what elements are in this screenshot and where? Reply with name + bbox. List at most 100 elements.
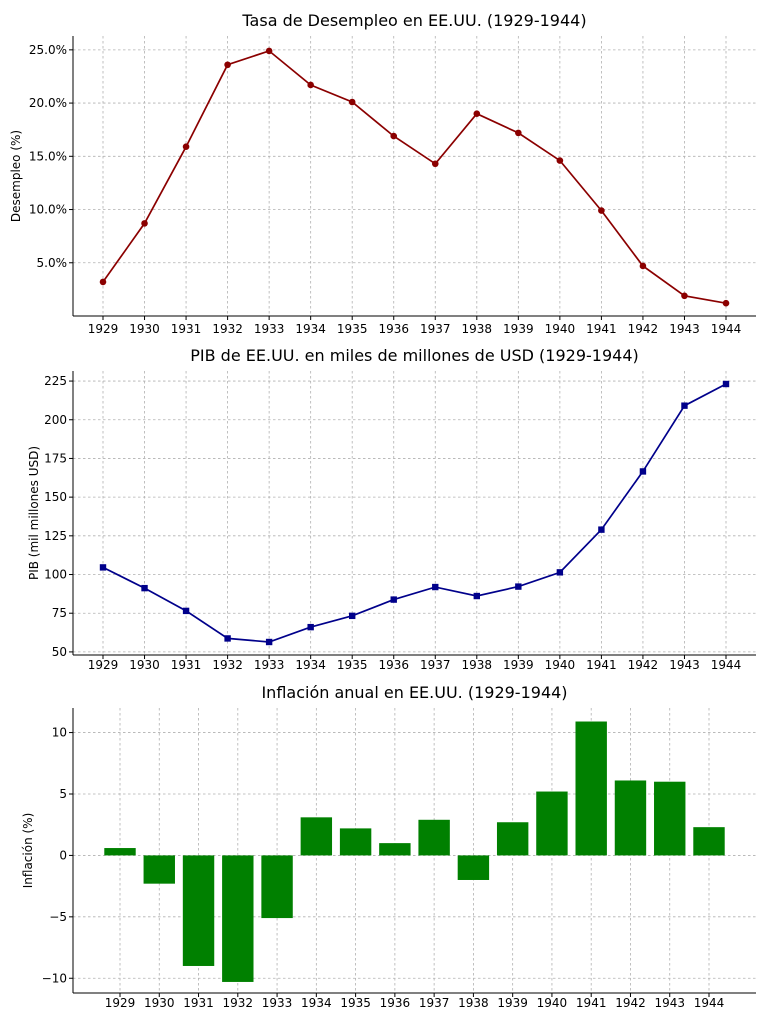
x-tick-label: 1935 bbox=[337, 658, 368, 672]
x-tick-label: 1942 bbox=[628, 322, 659, 336]
y-tick-label: 10 bbox=[52, 726, 67, 740]
x-tick-label: 1936 bbox=[380, 996, 411, 1010]
x-tick-label: 1937 bbox=[420, 658, 451, 672]
x-tick-label: 1940 bbox=[545, 322, 576, 336]
x-tick-label: 1936 bbox=[378, 658, 409, 672]
data-point bbox=[224, 61, 231, 69]
x-tick-label: 1941 bbox=[576, 996, 607, 1010]
data-point bbox=[681, 402, 688, 409]
bar bbox=[693, 827, 725, 856]
x-tick-label: 1933 bbox=[254, 658, 285, 672]
y-axis-label: Desempleo (%) bbox=[9, 130, 23, 222]
y-tick-label: 175 bbox=[44, 451, 67, 465]
x-tick-label: 1938 bbox=[462, 658, 493, 672]
x-tick-label: 1932 bbox=[223, 996, 254, 1010]
bar bbox=[339, 828, 372, 856]
data-point bbox=[722, 299, 730, 307]
chart-title: Inflación anual en EE.UU. (1929-1944) bbox=[261, 683, 567, 702]
y-tick-label: 25.0% bbox=[29, 43, 67, 57]
y-tick-label: 0 bbox=[59, 848, 67, 862]
y-tick-label: −10 bbox=[42, 971, 67, 985]
x-tick-label: 1941 bbox=[586, 322, 617, 336]
data-point bbox=[307, 623, 314, 631]
x-tick-label: 1931 bbox=[183, 996, 214, 1010]
chart-title: Tasa de Desempleo en EE.UU. (1929-1944) bbox=[241, 11, 586, 30]
data-point bbox=[556, 157, 564, 164]
bar bbox=[300, 817, 333, 856]
data-point bbox=[182, 607, 190, 615]
data-point bbox=[307, 81, 314, 89]
x-tick-label: 1933 bbox=[254, 322, 285, 336]
data-point bbox=[141, 584, 148, 592]
y-axis-label: PIB (mil millones USD) bbox=[27, 446, 41, 580]
x-tick-label: 1938 bbox=[462, 322, 493, 336]
data-point bbox=[598, 207, 605, 214]
x-tick-label: 1944 bbox=[711, 322, 742, 336]
x-tick-label: 1929 bbox=[88, 322, 119, 336]
chart-panel-2: 50 75 100 125 150 175 200 225 1929 1930 1931 1932 19… bbox=[27, 346, 756, 672]
bar bbox=[379, 843, 411, 856]
y-tick-label: 15.0% bbox=[29, 149, 67, 163]
x-tick-label: 1934 bbox=[295, 322, 326, 336]
data-point bbox=[349, 612, 356, 620]
y-tick-label: 20.0% bbox=[29, 96, 67, 110]
x-tick-label: 1935 bbox=[340, 996, 371, 1010]
x-tick-label: 1940 bbox=[545, 658, 576, 672]
series-line bbox=[102, 383, 727, 643]
x-tick-label: 1943 bbox=[669, 322, 700, 336]
x-tick-label: 1931 bbox=[171, 658, 202, 672]
x-tick-label: 1937 bbox=[420, 322, 451, 336]
data-point bbox=[473, 592, 480, 600]
y-tick-label: 225 bbox=[44, 374, 67, 388]
x-tick-label: 1930 bbox=[144, 996, 175, 1010]
data-point bbox=[556, 569, 564, 576]
data-point bbox=[265, 638, 273, 646]
x-tick-label: 1929 bbox=[105, 996, 136, 1010]
x-tick-label: 1936 bbox=[378, 322, 409, 336]
data-point bbox=[473, 110, 481, 118]
bar bbox=[654, 781, 686, 856]
y-tick-label: 200 bbox=[44, 413, 67, 427]
y-tick-label: 125 bbox=[44, 529, 67, 543]
x-tick-label: 1944 bbox=[694, 996, 725, 1010]
x-tick-label: 1933 bbox=[262, 996, 293, 1010]
x-tick-label: 1930 bbox=[129, 658, 160, 672]
bar bbox=[261, 855, 293, 919]
data-point bbox=[265, 47, 273, 55]
x-tick-label: 1939 bbox=[497, 996, 528, 1010]
chart-panel-3: −10 −5 0 5 10 1929 1930 1931 1932 1933 1934 1935 193… bbox=[21, 683, 756, 1010]
data-point bbox=[639, 262, 647, 270]
bar bbox=[536, 791, 568, 856]
x-tick-label: 1943 bbox=[669, 658, 700, 672]
data-point bbox=[515, 583, 522, 590]
x-tick-label: 1942 bbox=[628, 658, 659, 672]
bar bbox=[182, 855, 215, 966]
y-tick-label: 5.0% bbox=[37, 256, 68, 270]
x-tick-label: 1938 bbox=[458, 996, 489, 1010]
chart-title: PIB de EE.UU. en miles de millones de US… bbox=[190, 346, 638, 365]
x-tick-label: 1929 bbox=[88, 658, 119, 672]
bar bbox=[575, 721, 607, 856]
y-tick-label: 5 bbox=[59, 787, 67, 801]
data-point bbox=[598, 526, 605, 533]
x-tick-label: 1937 bbox=[419, 996, 450, 1010]
data-point bbox=[182, 143, 190, 151]
bar bbox=[222, 855, 254, 982]
data-point bbox=[681, 292, 688, 300]
y-tick-label: 100 bbox=[44, 568, 67, 582]
y-tick-label: 150 bbox=[44, 490, 67, 504]
x-tick-label: 1932 bbox=[212, 322, 243, 336]
data-point bbox=[722, 380, 730, 388]
data-point bbox=[141, 220, 148, 227]
chart-panel-1: 5.0% 10.0% 15.0% 20.0% 25.0% 1929 1930 1931 1932… bbox=[9, 11, 756, 336]
x-tick-label: 1944 bbox=[711, 658, 742, 672]
bar bbox=[496, 822, 529, 856]
data-point bbox=[432, 583, 439, 591]
x-tick-label: 1940 bbox=[537, 996, 568, 1010]
x-tick-label: 1939 bbox=[503, 658, 534, 672]
data-point bbox=[639, 468, 647, 475]
data-point bbox=[99, 564, 107, 571]
x-tick-label: 1931 bbox=[171, 322, 202, 336]
x-tick-label: 1934 bbox=[295, 658, 326, 672]
